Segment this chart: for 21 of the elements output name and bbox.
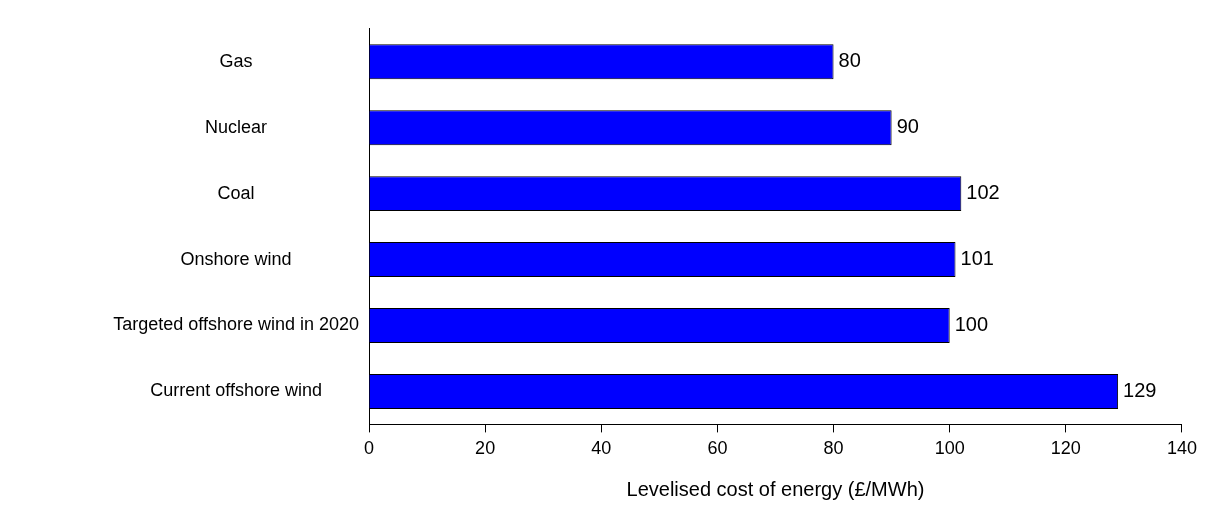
data-label: 101	[960, 247, 994, 270]
y-tick-label: Gas	[219, 50, 253, 71]
data-label: 129	[1123, 378, 1157, 401]
x-tick-label: 0	[363, 438, 375, 459]
data-label: 90	[896, 115, 919, 138]
y-tick-label: Onshore wind	[180, 248, 292, 269]
y-tick-label: Current offshore wind	[150, 380, 322, 401]
x-tick-label: 140	[1166, 438, 1198, 459]
x-tick-label: 120	[1050, 438, 1081, 459]
y-tick-label: Nuclear	[205, 116, 268, 137]
x-tick-label: 40	[591, 438, 612, 459]
data-label: 102	[966, 181, 1000, 204]
x-tick-label: 20	[475, 438, 496, 459]
x-axis-title: Levelised cost of energy (£/MWh)	[626, 477, 925, 500]
data-label: 80	[838, 49, 861, 72]
y-tick-label: Targeted offshore wind in 2020	[113, 314, 359, 335]
data-label: 100	[954, 313, 989, 336]
x-tick-label: 60	[707, 438, 728, 459]
x-tick-label: 80	[823, 438, 844, 459]
y-tick-label: Coal	[217, 182, 255, 203]
x-tick-label: 100	[934, 438, 965, 459]
